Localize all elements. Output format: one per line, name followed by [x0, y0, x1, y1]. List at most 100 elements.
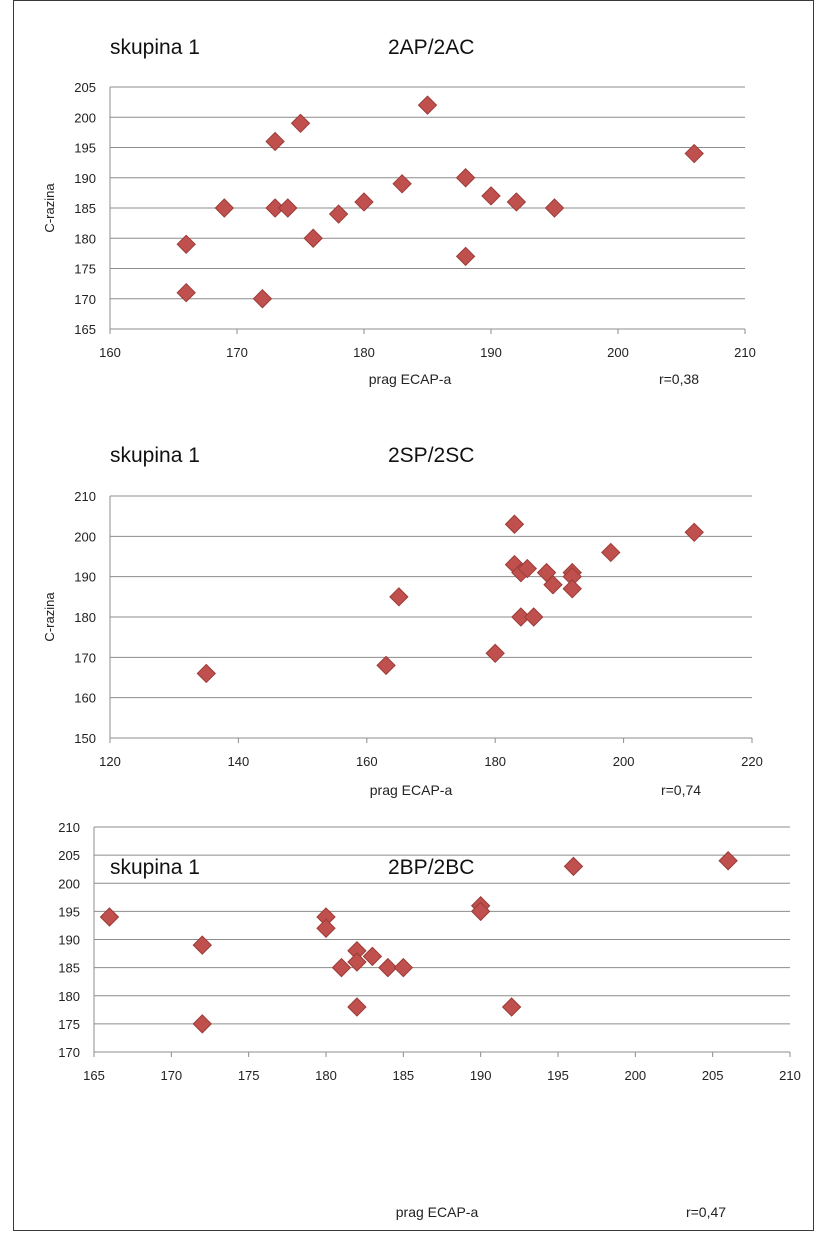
chart-3-ytick-label: 205	[58, 848, 80, 863]
chart-2-ytick-label: 150	[74, 731, 96, 746]
chart-2-title: 2SP/2SC	[388, 444, 475, 467]
chart-2-x-axis-label: prag ECAP-a	[370, 782, 453, 798]
chart-2-data-point	[485, 643, 505, 664]
chart-3-ytick-label: 210	[58, 820, 80, 835]
chart-2-ytick-label: 190	[74, 570, 96, 585]
chart-1-data-point	[176, 234, 196, 255]
chart-3-r-value: r=0,47	[686, 1204, 726, 1220]
chart-3-ytick-label: 195	[58, 904, 80, 919]
chart-3-xtick-label: 165	[83, 1068, 105, 1083]
chart-2-ytick-label: 160	[74, 691, 96, 706]
chart-1-data-point	[354, 192, 374, 212]
chart-2-ytick-label: 200	[74, 529, 96, 544]
chart-1-data-point	[481, 186, 501, 206]
chart-1-ytick-label: 180	[74, 231, 96, 246]
chart-3-xtick-label: 205	[702, 1068, 724, 1083]
chart-3-x-axis-label: prag ECAP-a	[396, 1204, 479, 1220]
chart-3-ytick-label: 170	[58, 1045, 80, 1060]
chart-3-data-point	[347, 997, 367, 1017]
chart-1-data-point	[278, 198, 298, 218]
chart-1-data-point	[417, 95, 438, 115]
chart-3-data-point	[192, 1014, 212, 1034]
chart-2-xtick-label: 200	[613, 754, 635, 769]
chart-2-ytick-label: 170	[74, 650, 96, 665]
chart-3-ytick-label: 185	[58, 961, 80, 976]
chart-2-ytick-label: 180	[74, 610, 96, 625]
chart-3-data-point	[99, 907, 120, 927]
chart-2-data-point	[196, 663, 217, 684]
chart-1-xtick-label: 210	[734, 345, 756, 360]
chart-1-ytick-label: 185	[74, 201, 96, 216]
chart-1-data-point	[392, 174, 412, 194]
chart-1-ytick-label: 205	[74, 80, 96, 95]
chart-3-title: 2BP/2BC	[388, 856, 475, 879]
chart-3-xtick-label: 200	[624, 1068, 646, 1083]
chart-1-group-label: skupina 1	[110, 36, 200, 59]
chart-2-data-point	[517, 558, 538, 579]
chart-2-xtick-label: 220	[741, 754, 763, 769]
chart-2-data-point	[376, 655, 396, 676]
chart-3-data-point	[563, 856, 584, 877]
chart-2-xtick-label: 140	[228, 754, 250, 769]
chart-2-data-point	[543, 575, 563, 595]
chart-3-xtick-label: 170	[160, 1068, 182, 1083]
chart-3-ytick-label: 200	[58, 876, 80, 891]
chart-2-data-point	[562, 579, 582, 599]
chart-1-r-value: r=0,38	[659, 371, 699, 387]
chart-3-data-point	[316, 918, 336, 938]
chart-panel-3: skupina 1 2BP/2BC 170 175 180 185 190 195 200 2…	[0, 820, 817, 1233]
chart-2-ytick-label: 210	[74, 489, 96, 504]
chart-panel-2: skupina 1 2SP/2SC 150 160 170 180 190 200 210 1…	[0, 410, 817, 820]
chart-3-data-point	[393, 957, 414, 978]
chart-1-ytick-label: 200	[74, 110, 96, 125]
chart-1-data-point	[290, 113, 311, 134]
chart-3-ytick-label: 175	[58, 1017, 80, 1032]
chart-3-xtick-label: 185	[392, 1068, 414, 1083]
chart-1-data-point	[252, 289, 273, 309]
chart-3-ytick-label: 190	[58, 933, 80, 948]
chart-1-xtick-label: 200	[607, 345, 629, 360]
chart-1-ytick-label: 165	[74, 322, 96, 337]
chart-3-xtick-label: 175	[238, 1068, 260, 1083]
chart-2-data-point	[524, 607, 544, 627]
chart-2-xtick-label: 180	[484, 754, 506, 769]
chart-1-data-point	[544, 198, 565, 218]
chart-1-x-axis-label: prag ECAP-a	[369, 371, 452, 387]
chart-3-xtick-label: 195	[547, 1068, 569, 1083]
chart-3-data-point	[501, 997, 522, 1017]
chart-3-data-point	[362, 946, 383, 967]
chart-2-data-point	[601, 542, 621, 563]
chart-3-data-point	[347, 952, 367, 972]
chart-1-data-point	[506, 192, 527, 212]
chart-3-data-point	[718, 851, 738, 871]
chart-1-xtick-label: 180	[353, 345, 375, 360]
chart-1-data-point	[214, 198, 235, 218]
chart-1-data-point	[303, 228, 323, 248]
chart-2-xtick-label: 160	[356, 754, 378, 769]
chart-1-data-point	[684, 143, 704, 164]
chart-1-y-axis-label: C-razina	[42, 183, 57, 233]
chart-1-data-point	[455, 246, 476, 267]
chart-3-group-label: skupina 1	[110, 856, 200, 879]
chart-1-xtick-label: 160	[99, 345, 121, 360]
chart-3-data-point	[192, 935, 212, 955]
chart-3-ytick-label: 180	[58, 989, 80, 1004]
chart-2-data-point	[389, 587, 409, 607]
chart-1-plot: 165 170 175 180 185 190 195 200 205 160 170 180 190 2…	[42, 80, 756, 387]
chart-1-xtick-label: 190	[480, 345, 502, 360]
chart-1-data-point	[455, 168, 476, 188]
chart-2-xtick-label: 120	[99, 754, 121, 769]
chart-2-data-point	[504, 514, 525, 534]
chart-1-ytick-label: 195	[74, 141, 96, 156]
chart-panel-1: skupina 1 2AP/2AC 165 170 175 180 185 190 195 2…	[0, 0, 817, 410]
chart-1-ytick-label: 170	[74, 292, 96, 307]
chart-1-data-point	[176, 282, 196, 303]
chart-1-data-point	[328, 204, 349, 224]
chart-1-xtick-label: 170	[226, 345, 248, 360]
chart-1-ytick-label: 190	[74, 171, 96, 186]
chart-3-data-point	[331, 957, 352, 978]
chart-2-group-label: skupina 1	[110, 444, 200, 467]
chart-1-data-point	[265, 131, 285, 152]
chart-3-data-point	[470, 901, 491, 922]
